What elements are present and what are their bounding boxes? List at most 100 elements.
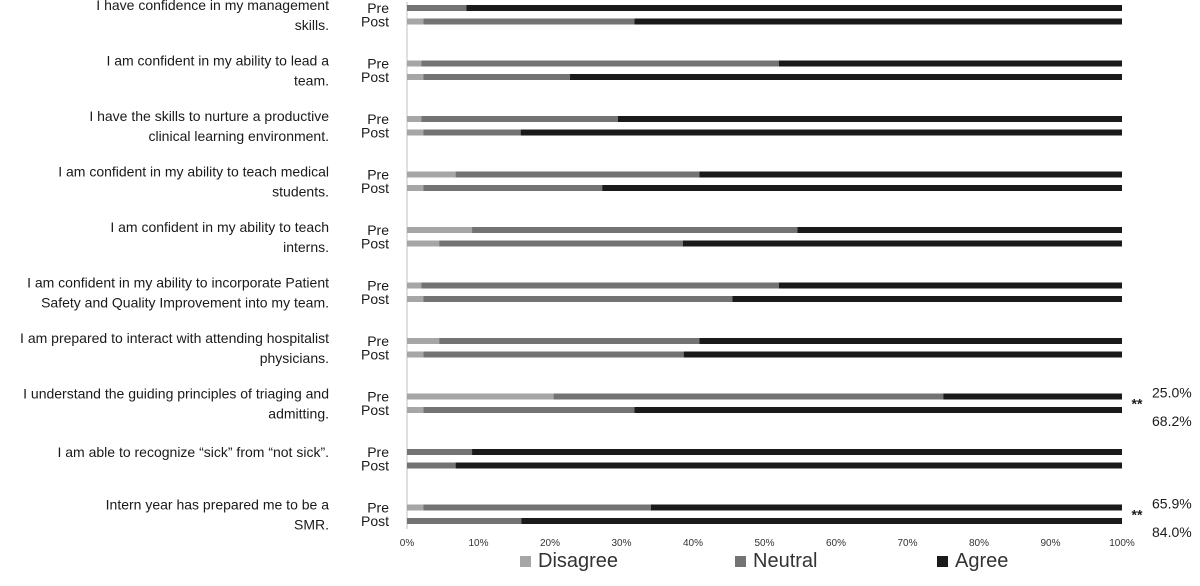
post-bar-neutral-segment bbox=[407, 462, 456, 469]
legend-label-agree: Agree bbox=[955, 550, 1008, 572]
post-bar-neutral-segment bbox=[423, 407, 635, 413]
x-tick-label: 70% bbox=[897, 538, 917, 549]
post-bar-disagree-segment bbox=[407, 129, 424, 136]
post-bar-agree-segment bbox=[634, 18, 1122, 25]
pre-bar-agree-segment bbox=[617, 116, 1122, 122]
pre-label: Pre bbox=[367, 167, 389, 183]
statement-label: clinical learning environment. bbox=[148, 128, 329, 144]
x-tick-label: 80% bbox=[969, 538, 989, 549]
pre-bar-agree-segment bbox=[699, 338, 1122, 344]
post-bar-neutral-segment bbox=[407, 518, 522, 524]
pre-label: Pre bbox=[367, 222, 389, 238]
post-label: Post bbox=[361, 125, 389, 141]
legend-swatch-agree bbox=[937, 556, 948, 567]
post-bar-neutral-segment bbox=[423, 351, 684, 358]
pre-label: Pre bbox=[367, 444, 389, 460]
significance-marker: ** bbox=[1132, 395, 1143, 411]
post-bar-neutral-segment bbox=[423, 74, 571, 80]
post-bar-neutral-segment bbox=[439, 240, 683, 247]
legend-item: Agree bbox=[937, 550, 1008, 572]
pre-bar-neutral-segment bbox=[407, 449, 473, 455]
pre-bar-neutral-segment bbox=[455, 171, 700, 178]
post-label: Post bbox=[361, 14, 389, 30]
post-label: Post bbox=[361, 347, 389, 363]
pre-label: Pre bbox=[367, 389, 389, 405]
pre-bar-neutral-segment bbox=[553, 393, 944, 400]
chart-row: I have confidence in my management skills… bbox=[96, 0, 1123, 33]
post-bar-neutral-segment bbox=[423, 185, 603, 191]
post-bar-disagree-segment bbox=[407, 74, 424, 80]
chart-row: I am prepared to interact with attending… bbox=[20, 330, 1122, 366]
pre-bar-agree-segment bbox=[650, 504, 1122, 511]
legend-label-neutral: Neutral bbox=[753, 550, 817, 572]
pre-label: Pre bbox=[367, 333, 389, 349]
post-bar-disagree-segment bbox=[407, 296, 424, 302]
pre-bar-neutral-segment bbox=[421, 282, 779, 289]
chart-row: I am able to recognize “sick” from “not … bbox=[57, 444, 1122, 474]
legend-swatch-neutral bbox=[735, 556, 746, 567]
statement-label: Intern year has prepared me to be a bbox=[106, 496, 330, 512]
legend: Disagree Neutral Agree bbox=[520, 550, 1008, 572]
post-label: Post bbox=[361, 180, 389, 196]
statement-label: students. bbox=[272, 183, 329, 199]
pre-label: Pre bbox=[367, 278, 389, 294]
pre-bar-agree-segment bbox=[797, 227, 1122, 233]
pre-bar-agree-segment bbox=[699, 171, 1122, 178]
post-label: Post bbox=[361, 291, 389, 307]
pre-bar-disagree-segment bbox=[407, 116, 422, 122]
pre-bar-agree-segment bbox=[466, 5, 1123, 11]
post-bar-disagree-segment bbox=[407, 351, 424, 358]
statement-label: I am prepared to interact with attending… bbox=[20, 330, 329, 346]
x-tick-label: 0% bbox=[400, 538, 415, 549]
pre-bar-agree-segment bbox=[778, 282, 1122, 289]
statement-label: skills. bbox=[295, 17, 329, 33]
pre-bar-neutral-segment bbox=[423, 504, 651, 511]
pre-bar-disagree-segment bbox=[407, 338, 440, 344]
statement-label: admitting. bbox=[268, 405, 329, 421]
x-tick-label: 30% bbox=[611, 538, 631, 549]
post-bar-agree-segment bbox=[602, 185, 1122, 191]
pre-label: Pre bbox=[367, 500, 389, 516]
pre-label: Pre bbox=[367, 56, 389, 72]
post-label: Post bbox=[361, 402, 389, 418]
post-bar-disagree-segment bbox=[407, 407, 424, 413]
pre-bar-disagree-segment bbox=[407, 171, 456, 178]
statement-label: interns. bbox=[283, 239, 329, 255]
x-tick-label: 20% bbox=[540, 538, 560, 549]
post-bar-disagree-segment bbox=[407, 185, 424, 191]
legend-label-disagree: Disagree bbox=[538, 550, 618, 572]
pre-bar-disagree-segment bbox=[407, 227, 473, 233]
pre-bar-neutral-segment bbox=[421, 116, 618, 122]
post-bar-disagree-segment bbox=[407, 18, 424, 25]
statement-label: I am confident in my ability to lead a bbox=[106, 52, 329, 68]
chart-row: I have the skills to nurture a productiv… bbox=[89, 108, 1122, 144]
chart-row: I understand the guiding principles of t… bbox=[23, 385, 1192, 430]
chart-row: I am confident in my ability to lead a te… bbox=[106, 52, 1122, 88]
post-bar-agree-segment bbox=[455, 462, 1122, 469]
statement-label: I understand the guiding principles of t… bbox=[23, 385, 329, 401]
pre-bar-disagree-segment bbox=[407, 393, 554, 400]
statement-label: team. bbox=[294, 72, 329, 88]
chart-row: I am confident in my ability to incorpor… bbox=[27, 274, 1122, 310]
statement-label: I am confident in my ability to teach bbox=[110, 219, 329, 235]
legend-item: Disagree bbox=[520, 550, 618, 572]
x-tick-label: 90% bbox=[1040, 538, 1060, 549]
chart-row: Intern year has prepared me to be a SMR. P… bbox=[106, 496, 1192, 541]
post-bar-agree-segment bbox=[634, 407, 1122, 413]
x-tick-label: 100% bbox=[1109, 538, 1135, 549]
pre-agree-value-label: 65.9% bbox=[1152, 496, 1192, 512]
pre-bar-agree-segment bbox=[472, 449, 1122, 455]
post-label: Post bbox=[361, 236, 389, 252]
x-tick-label: 60% bbox=[826, 538, 846, 549]
post-agree-value-label: 84.0% bbox=[1152, 524, 1192, 540]
chart-row: I am confident in my ability to teach int… bbox=[110, 219, 1122, 255]
post-bar-agree-segment bbox=[732, 296, 1122, 302]
pre-bar-disagree-segment bbox=[407, 504, 424, 511]
post-bar-neutral-segment bbox=[423, 129, 521, 136]
statement-label: I am confident in my ability to incorpor… bbox=[27, 274, 329, 290]
post-label: Post bbox=[361, 458, 389, 474]
post-bar-agree-segment bbox=[520, 129, 1122, 136]
x-tick-label: 10% bbox=[468, 538, 488, 549]
statement-label: Safety and Quality Improvement into my t… bbox=[41, 294, 329, 310]
